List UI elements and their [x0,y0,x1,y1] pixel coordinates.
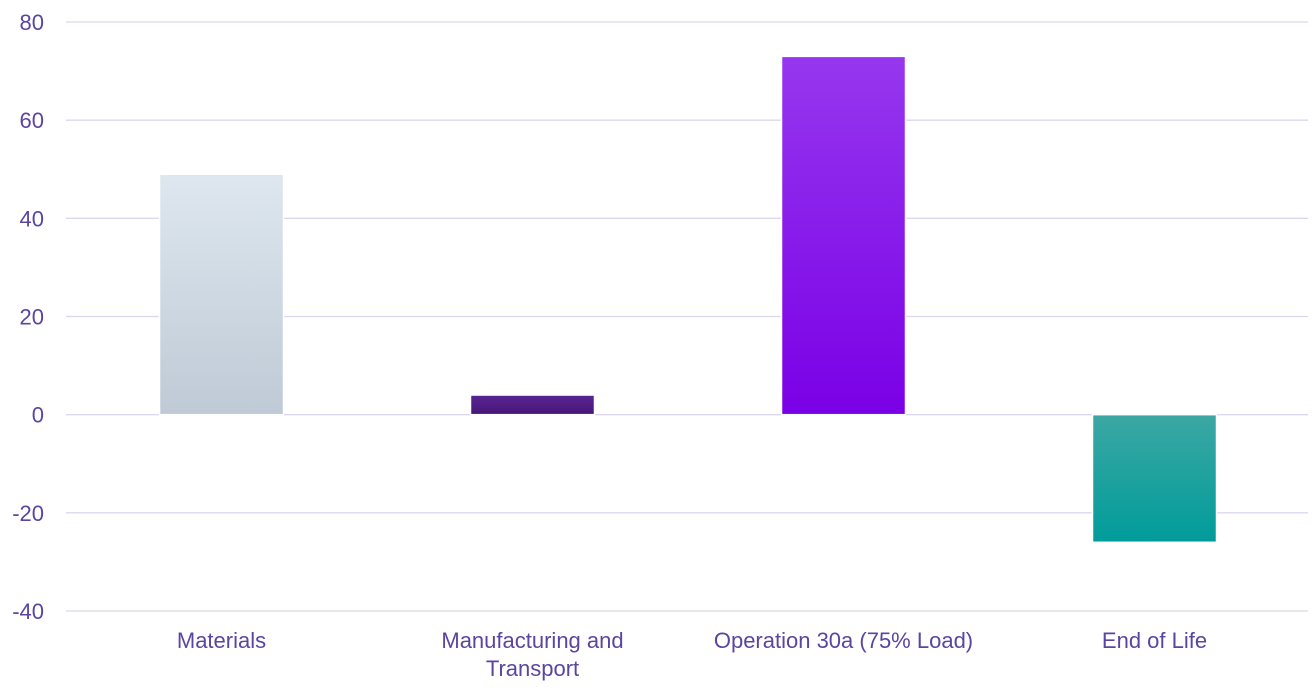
bars [158,55,1218,544]
x-tick-label-line: End of Life [1102,628,1207,653]
x-tick-label-line: Operation 30a (75% Load) [714,628,973,653]
y-tick-label: 80 [20,10,44,35]
y-tick-label: 20 [20,305,44,330]
x-axis-ticks: Materials Manufacturing and Transport Opera… [177,628,1207,681]
y-tick-label: 60 [20,108,44,133]
bar-0 [158,173,285,416]
y-tick-label: 0 [32,403,44,428]
y-tick-label: -20 [12,501,44,526]
bar-2 [780,55,907,416]
y-tick-label: 40 [20,206,44,231]
x-tick-label: Materials [177,628,266,653]
y-tick-label: -40 [12,599,44,624]
x-tick-label: Operation 30a (75% Load) [714,628,973,653]
x-tick-label-line: Transport [486,656,579,681]
bar-1 [469,394,596,416]
bar-3 [1091,413,1218,544]
x-tick-label-line: Materials [177,628,266,653]
x-tick-label-line: Manufacturing and [441,628,623,653]
x-tick-label: Manufacturing and Transport [441,628,623,681]
y-axis-ticks: 80 60 40 20 0 -20 -40 [12,10,44,624]
x-tick-label: End of Life [1102,628,1207,653]
